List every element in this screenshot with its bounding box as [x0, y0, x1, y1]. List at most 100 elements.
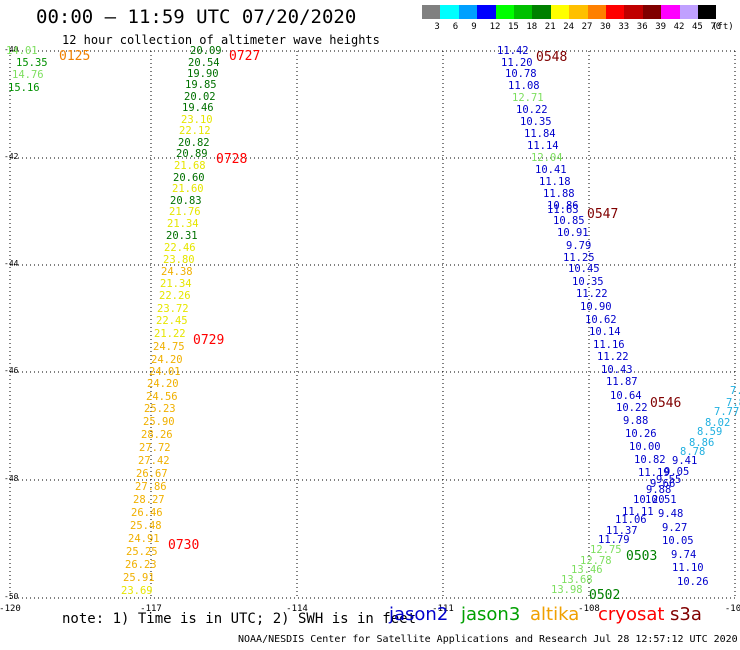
wave-height-value: 11.37: [606, 525, 638, 537]
wave-height-value: 23.69: [121, 585, 153, 597]
wave-height-value: 21.68: [174, 160, 206, 172]
wave-height-value: 9.48: [658, 508, 684, 520]
legend-s3a: s3a: [670, 604, 702, 625]
wave-height-value: 11.06: [615, 514, 647, 526]
wave-height-value: 9.05: [664, 466, 690, 478]
wave-height-value: 11.88: [543, 188, 575, 200]
wave-height-value: 12.78: [580, 555, 612, 567]
wave-height-value: 10.22: [616, 402, 648, 414]
wave-height-value: 11.18: [539, 176, 571, 188]
wave-height-value: 22.45: [156, 315, 188, 327]
wave-height-value: 13.46: [571, 564, 603, 576]
wave-height-value: 10.78: [505, 68, 537, 80]
lat-label: -42: [4, 152, 19, 161]
wave-height-value: 28.26: [141, 429, 173, 441]
wave-height-value: 12.75: [590, 544, 622, 556]
colorbar-label: 33: [618, 22, 630, 32]
lon-label: -120: [0, 604, 21, 614]
colorbar-label: 70: [710, 22, 722, 32]
wave-height-value: 20.02: [184, 91, 216, 103]
colorbar-label: 39: [655, 22, 667, 32]
wave-height-value: 10.20: [633, 494, 665, 506]
wave-height-value: 25.48: [130, 520, 162, 532]
legend-jason2: jason2: [389, 604, 449, 625]
colorbar-label: 27: [581, 22, 593, 32]
pass-time-label: 0546: [650, 396, 682, 411]
wave-height-value: 28.27: [133, 494, 165, 506]
wave-height-value: 10.64: [610, 390, 642, 402]
wave-height-value: 22.46: [164, 242, 196, 254]
colorbar-label: 42: [673, 22, 685, 32]
wave-height-value: 10.62: [585, 314, 617, 326]
pass-time-label: 0502: [589, 588, 621, 603]
lat-label: -46: [4, 366, 19, 375]
lat-label: -50: [4, 592, 19, 601]
colorbar-swatch: [514, 5, 533, 19]
colorbar-swatch: [422, 5, 441, 19]
wave-height-value: 9.79: [566, 240, 592, 252]
wave-height-value: 21.34: [160, 278, 192, 290]
colorbar-swatch: [550, 5, 570, 19]
wave-height-value: 11.16: [593, 339, 625, 351]
colorbar-label: 9: [471, 22, 477, 32]
wave-height-value: 11.22: [576, 288, 608, 300]
wave-height-value: 23.72: [157, 303, 189, 315]
legend-jason3: jason3: [461, 604, 521, 625]
colorbar-label: 45: [692, 22, 703, 32]
colorbar-swatch: [624, 5, 643, 19]
page-subtitle: 12 hour collection of altimeter wave hei…: [62, 33, 380, 47]
colorbar-swatch: [642, 5, 662, 19]
pass-time-label: 0727: [229, 49, 261, 64]
wave-height-value: 27.86: [135, 481, 167, 493]
lat-label: -40: [4, 45, 19, 54]
wave-height-value: 20.09: [190, 45, 222, 57]
wave-height-value: 15.16: [8, 82, 40, 94]
note-text: note: 1) Time is in UTC; 2) SWH is in fe…: [62, 611, 417, 627]
wave-height-value: 11.63: [547, 204, 579, 216]
wave-height-value: 9.88: [623, 415, 649, 427]
wave-height-value: 7.77: [714, 406, 740, 418]
wave-height-value: 9.27: [662, 522, 688, 534]
wave-height-value: 10.14: [589, 326, 621, 338]
lon-label: -111: [432, 604, 454, 614]
wave-height-value: 9.88: [646, 484, 672, 496]
wave-height-value: 24.20: [151, 354, 183, 366]
wave-height-value: 26.23: [125, 559, 157, 571]
wave-height-value: 12.71: [512, 92, 544, 104]
colorbar-label: 3: [434, 22, 440, 32]
wave-height-value: 13.68: [561, 574, 593, 586]
wave-height-value: 25.25: [126, 546, 158, 558]
wave-height-value: 24.01: [149, 366, 181, 378]
wave-height-value: 25.91: [123, 572, 155, 584]
wave-height-value: 26.67: [136, 468, 168, 480]
wave-height-value: 24.91: [128, 533, 160, 545]
wave-height-value: 20.89: [176, 148, 208, 160]
wave-height-value: 10.41: [535, 164, 567, 176]
wave-height-value: 24.75: [153, 341, 185, 353]
wave-height-value: 27.72: [139, 442, 171, 454]
wave-height-value: 9.41: [672, 455, 698, 467]
wave-height-value: 10.45: [568, 263, 600, 275]
colorbar-label: 15: [508, 22, 519, 32]
pass-time-label: 0548: [536, 50, 568, 65]
colorbar-swatch: [440, 5, 459, 19]
pass-time-label: 0728: [216, 152, 248, 167]
wave-height-value: 11.25: [563, 252, 595, 264]
colorbar-swatch: [477, 5, 496, 19]
wave-height-value: 24.38: [161, 266, 193, 278]
wave-height-value: 21.22: [154, 328, 186, 340]
wave-height-value: 11.22: [597, 351, 629, 363]
page-title: 00:00 – 11:59 UTC 07/20/2020: [36, 6, 357, 28]
colorbar-label: 24: [563, 22, 575, 32]
wave-height-value: 8.78: [680, 446, 706, 458]
wave-height-value: 20.83: [170, 195, 202, 207]
wave-height-value: 11.87: [606, 376, 638, 388]
wave-height-value: 23.10: [181, 114, 213, 126]
wave-height-value: 11.19: [638, 467, 670, 479]
wave-height-value: 24.56: [146, 391, 178, 403]
wave-height-value: 23.80: [163, 254, 195, 266]
wave-height-value: 24.20: [147, 378, 179, 390]
pass-time-label: 0547: [587, 207, 619, 222]
colorbar-label: 21: [544, 22, 556, 32]
colorbar-swatch: [458, 5, 478, 19]
